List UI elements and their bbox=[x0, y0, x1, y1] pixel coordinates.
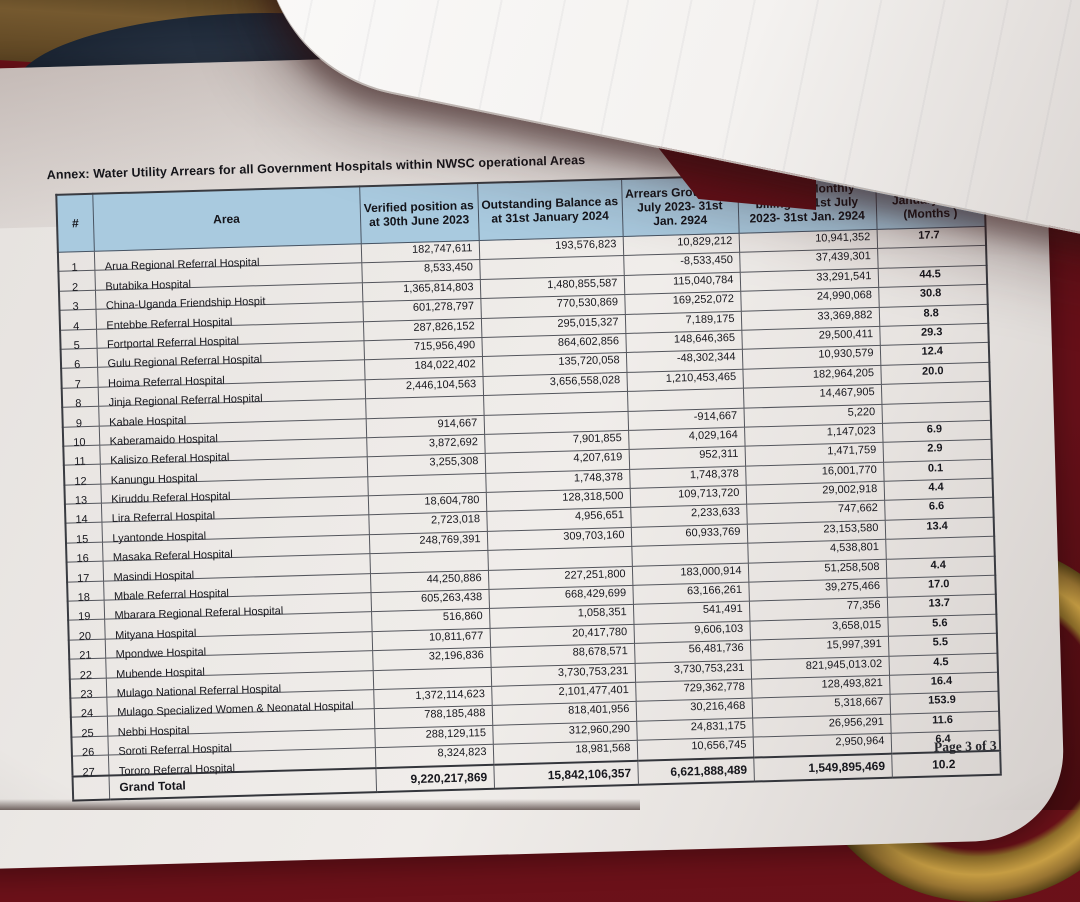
row-number-cell-text: 25 bbox=[81, 727, 94, 740]
verified-position-cell: 9,220,217,869 bbox=[375, 764, 495, 792]
row-number-cell-text: 21 bbox=[79, 649, 92, 663]
row-number-cell-text: 26 bbox=[81, 746, 95, 759]
row-number-cell-text: 17 bbox=[76, 572, 90, 585]
row-number-cell-text: 15 bbox=[75, 533, 89, 546]
area-cell-text: Butabika Hospital bbox=[105, 278, 192, 293]
row-number-cell-text: 23 bbox=[80, 688, 93, 701]
row-number-cell-text: 22 bbox=[79, 669, 93, 682]
bottom-edge-shadow bbox=[0, 799, 640, 810]
column-header-2: Verified position as at 30th June 2023 bbox=[359, 183, 479, 244]
arrears-growth-cell: 6,621,888,489 bbox=[637, 757, 754, 785]
page-number: Page 3 of 3 bbox=[933, 737, 997, 755]
row-number-cell: 1 bbox=[57, 251, 95, 275]
row-number-cell-text: 19 bbox=[78, 610, 91, 624]
arrears-table: # Area Verified position as at 30th June 2… bbox=[55, 167, 1002, 802]
row-number-cell-text: 13 bbox=[74, 494, 88, 507]
column-header-0: # bbox=[56, 193, 94, 253]
area-cell-text: Masindi Hospital bbox=[113, 569, 195, 584]
column-header-3: Outstanding Balance as at 31st January 2… bbox=[477, 179, 623, 241]
area-cell-text: Mpondwe Hospital bbox=[115, 646, 207, 662]
row-number-cell-text: 1 bbox=[71, 262, 78, 275]
row-number-cell-text: 12 bbox=[74, 475, 87, 488]
area-cell-text: Kanungu Hospital bbox=[110, 472, 198, 487]
row-number-cell-text: 16 bbox=[76, 552, 89, 566]
outstanding-balance-cell: 15,842,106,357 bbox=[493, 760, 638, 789]
row-number-cell-text: 2 bbox=[71, 281, 79, 294]
row-number-cell-text: 18 bbox=[77, 591, 91, 604]
row-number-cell-text: 7 bbox=[74, 378, 82, 391]
row-number-cell-text: 9 bbox=[75, 417, 83, 430]
avg-monthly-billing-cell: 1,549,895,469 bbox=[753, 753, 892, 782]
area-cell-text: Kabale Hospital bbox=[108, 414, 187, 429]
row-number-cell-text: 11 bbox=[74, 455, 86, 469]
row-number-cell-text: 27 bbox=[82, 766, 95, 779]
row-number-cell-text: 24 bbox=[80, 707, 94, 721]
area-cell-text: Nebbi Hospital bbox=[117, 724, 190, 739]
row-number-cell-text: 6 bbox=[74, 359, 81, 372]
row-number-cell-text: 20 bbox=[78, 630, 92, 643]
column-header-1: Area bbox=[92, 186, 361, 252]
area-cell-text: Mityana Hospital bbox=[114, 627, 197, 642]
area-cell-text: Mubende Hospital bbox=[116, 665, 205, 681]
row-number-cell-text: 3 bbox=[72, 300, 79, 314]
row-number-cell-text: 10 bbox=[73, 436, 86, 449]
arrears-table-container: # Area Verified position as at 30th June 2… bbox=[55, 167, 1002, 802]
row-number-cell-text: 14 bbox=[75, 514, 88, 527]
row-number-cell-text: 5 bbox=[73, 339, 80, 352]
row-number-cell bbox=[72, 775, 110, 801]
row-number-cell-text: 4 bbox=[72, 320, 80, 333]
row-number-cell-text: 8 bbox=[75, 397, 82, 410]
